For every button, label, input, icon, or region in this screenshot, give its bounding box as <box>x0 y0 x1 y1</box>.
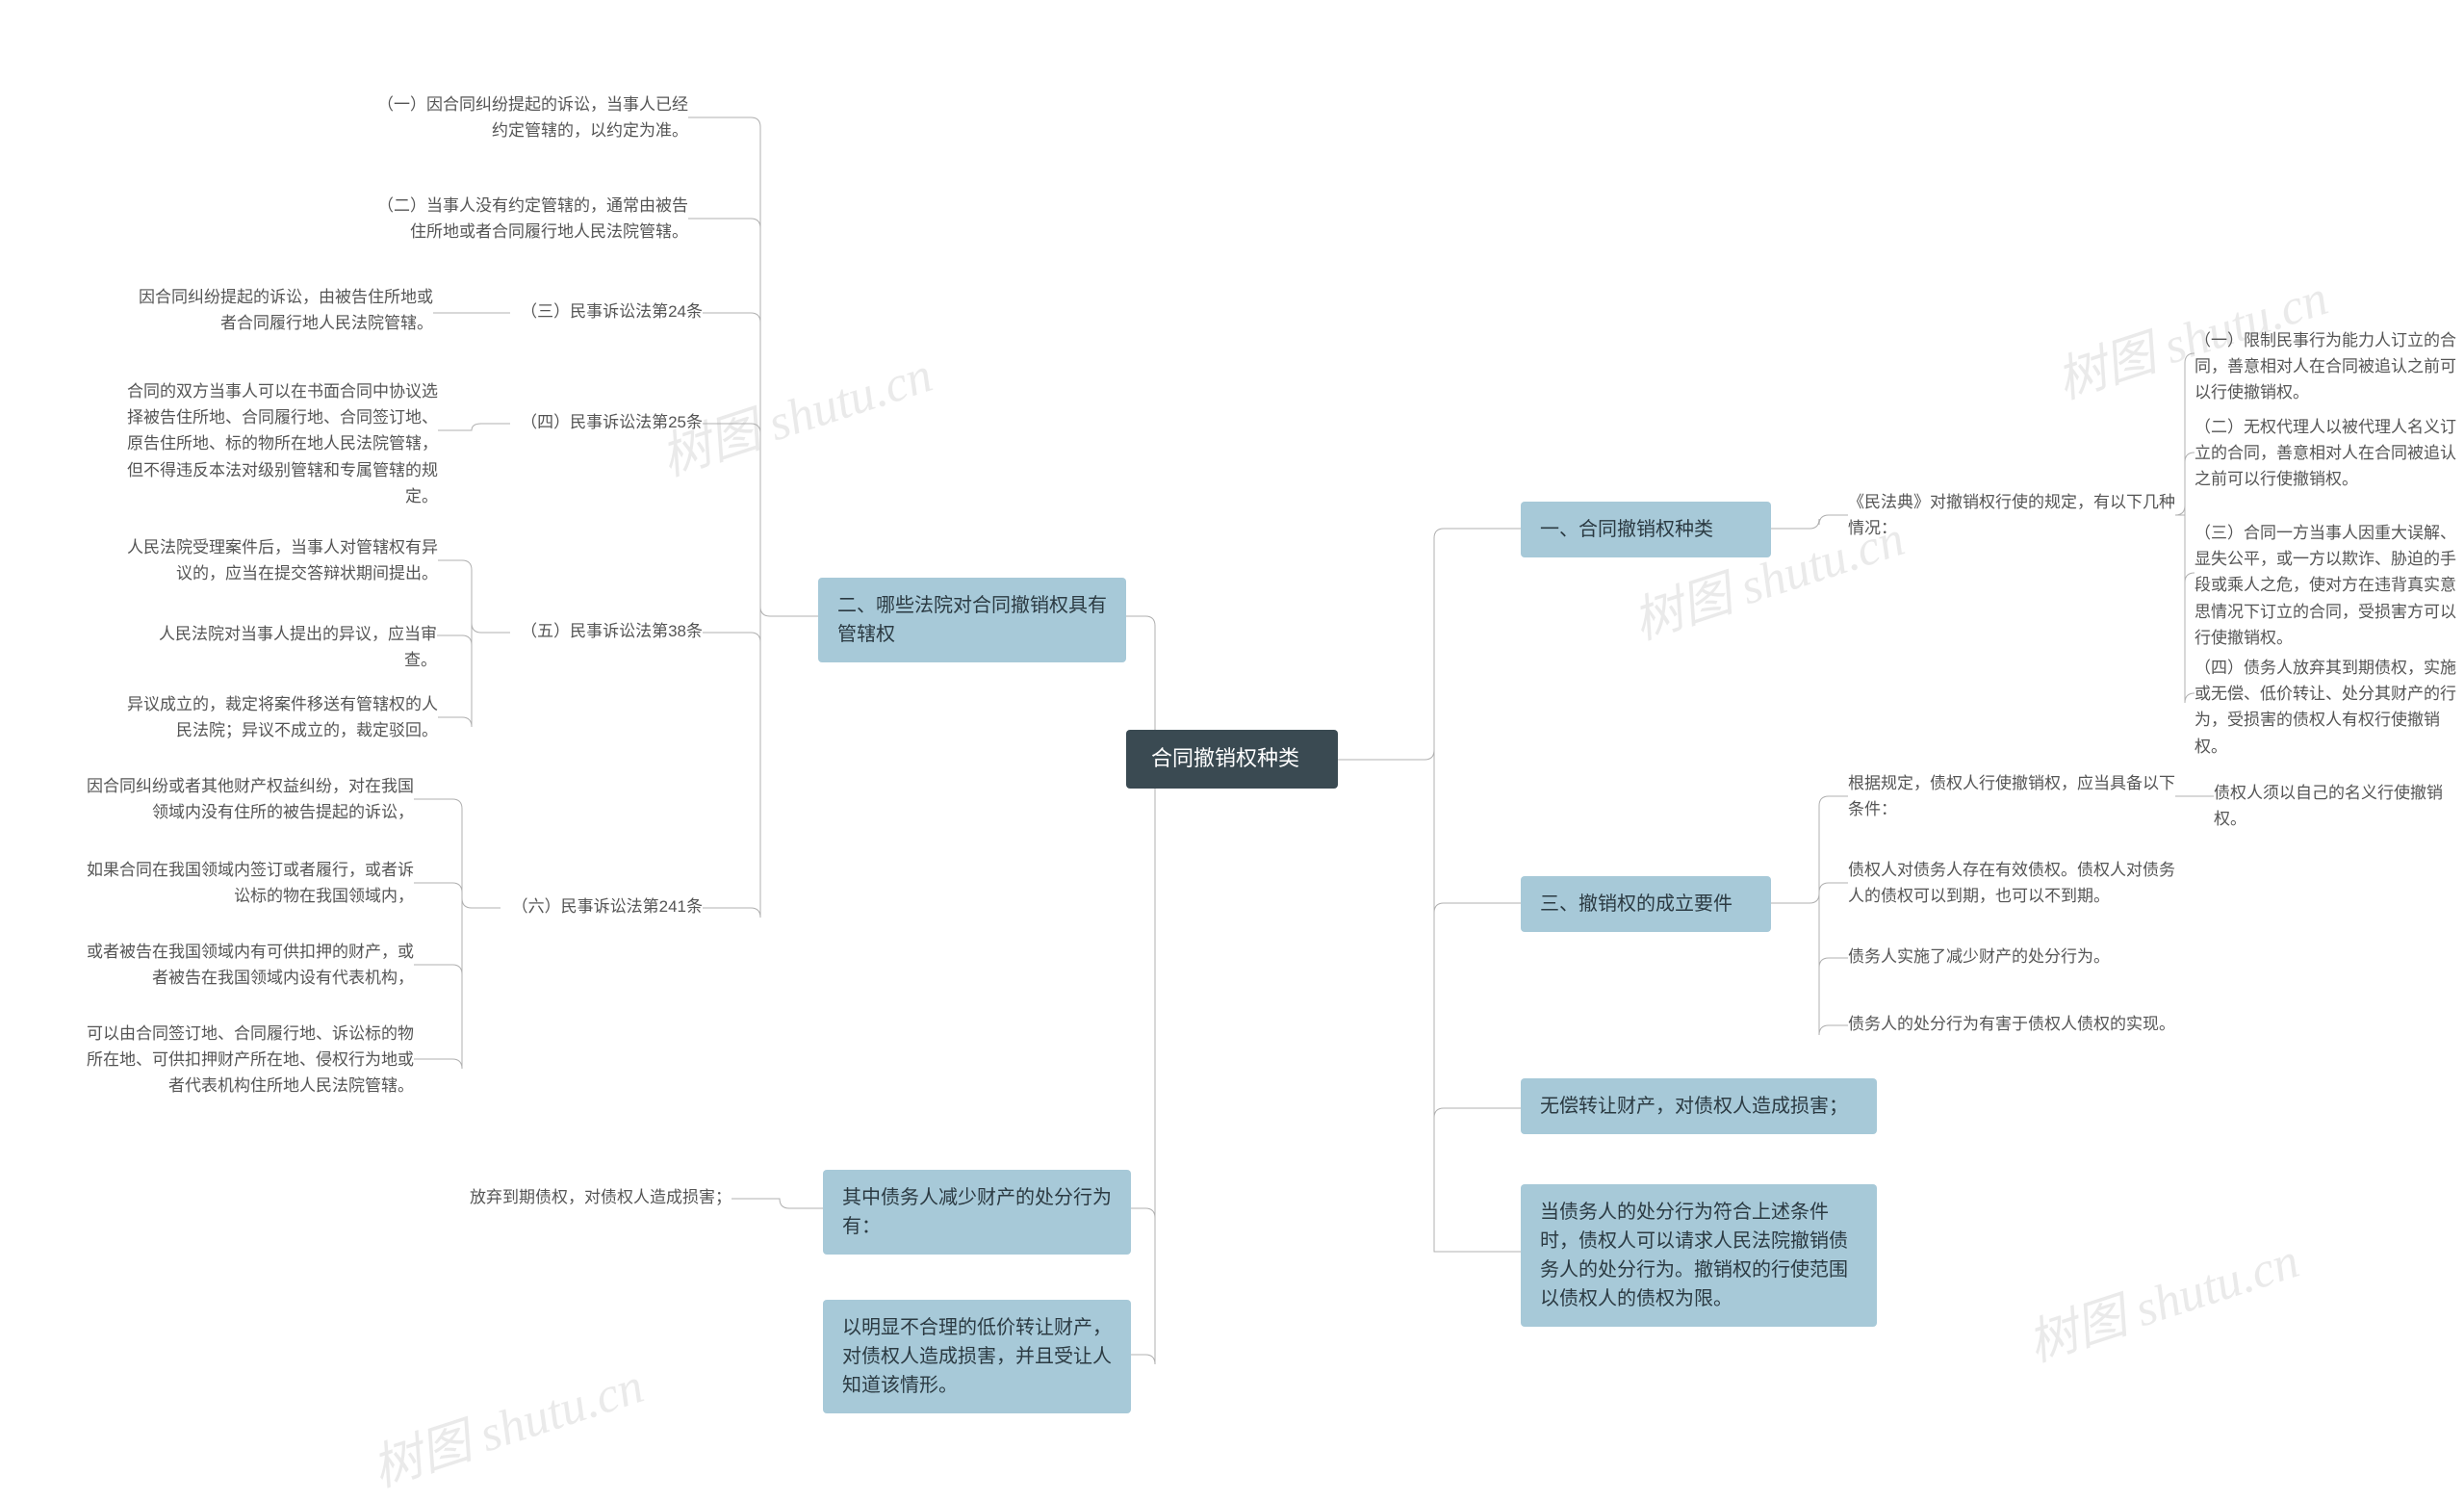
leaf-r2a1: 债权人须以自己的名义行使撤销权。 <box>2214 780 2464 832</box>
branch-l3: 以明显不合理的低价转让财产，对债权人造成损害，并且受让人知道该情形。 <box>823 1300 1131 1413</box>
leaf-l1c1: 因合同纠纷提起的诉讼，由被告住所地或者合同履行地人民法院管辖。 <box>125 284 433 336</box>
leaf-l1b: （二）当事人没有约定管辖的，通常由被告住所地或者合同履行地人民法院管辖。 <box>371 193 688 245</box>
leaf-l1e2: 人民法院对当事人提出的异议，应当审查。 <box>129 621 437 673</box>
leaf-r1a4: （四）债务人放弃其到期债权，实施或无偿、低价转让、处分其财产的行为，受损害的债权… <box>2194 655 2464 760</box>
leaf-r1a1: （一）限制民事行为能力人订立的合同，善意相对人在合同被追认之前可以行使撤销权。 <box>2194 327 2464 406</box>
leaf-l2a: 放弃到期债权，对债权人造成损害； <box>462 1184 732 1210</box>
leaf-r1a: 《民法典》对撤销权行使的规定，有以下几种情况： <box>1848 489 2175 541</box>
leaf-r2a: 根据规定，债权人行使撤销权，应当具备以下条件： <box>1848 770 2175 822</box>
leaf-l1e1: 人民法院受理案件后，当事人对管辖权有异议的，应当在提交答辩状期间提出。 <box>125 534 438 586</box>
leaf-l1f2: 如果合同在我国领域内签订或者履行，或者诉讼标的物在我国领域内， <box>87 857 414 909</box>
branch-l2: 其中债务人减少财产的处分行为有： <box>823 1170 1131 1255</box>
leaf-r2b: 债权人对债务人存在有效债权。债权人对债务人的债权可以到期，也可以不到期。 <box>1848 857 2175 909</box>
branch-r2: 三、撤销权的成立要件 <box>1521 876 1771 932</box>
branch-r3: 无偿转让财产，对债权人造成损害； <box>1521 1078 1877 1134</box>
leaf-l1a: （一）因合同纠纷提起的诉讼，当事人已经约定管辖的，以约定为准。 <box>371 91 688 143</box>
leaf-l1f1: 因合同纠纷或者其他财产权益纠纷，对在我国领域内没有住所的被告提起的诉讼， <box>87 773 414 825</box>
center-node: 合同撤销权种类 <box>1126 730 1338 789</box>
leaf-l1c: （三）民事诉讼法第24条 <box>510 298 703 324</box>
leaf-l1f4: 可以由合同签订地、合同履行地、诉讼标的物所在地、可供扣押财产所在地、侵权行为地或… <box>87 1021 414 1100</box>
branch-l1: 二、哪些法院对合同撤销权具有管辖权 <box>818 578 1126 662</box>
leaf-l1e3: 异议成立的，裁定将案件移送有管辖权的人民法院；异议不成立的，裁定驳回。 <box>125 691 438 743</box>
branch-r4: 当债务人的处分行为符合上述条件时，债权人可以请求人民法院撤销债务人的处分行为。撤… <box>1521 1184 1877 1327</box>
branch-r1: 一、合同撤销权种类 <box>1521 502 1771 557</box>
watermark: 树图 shutu.cn <box>2017 1220 2307 1375</box>
leaf-r1a2: （二）无权代理人以被代理人名义订立的合同，善意相对人在合同被追认之前可以行使撤销… <box>2194 414 2464 493</box>
leaf-r1a3: （三）合同一方当事人因重大误解、显失公平，或一方以欺诈、胁迫的手段或乘人之危，使… <box>2194 520 2464 651</box>
leaf-l1d: （四）民事诉讼法第25条 <box>510 409 703 435</box>
leaf-r2d: 债务人的处分行为有害于债权人债权的实现。 <box>1848 1011 2175 1037</box>
leaf-l1f: （六）民事诉讼法第241条 <box>500 893 703 919</box>
leaf-l1e: （五）民事诉讼法第38条 <box>510 618 703 644</box>
leaf-l1d1: 合同的双方当事人可以在书面合同中协议选择被告住所地、合同履行地、合同签订地、原告… <box>125 378 438 509</box>
leaf-r2c: 债务人实施了减少财产的处分行为。 <box>1848 944 2175 970</box>
watermark: 树图 shutu.cn <box>362 1345 652 1500</box>
leaf-l1f3: 或者被告在我国领域内有可供扣押的财产，或者被告在我国领域内设有代表机构， <box>87 939 414 991</box>
